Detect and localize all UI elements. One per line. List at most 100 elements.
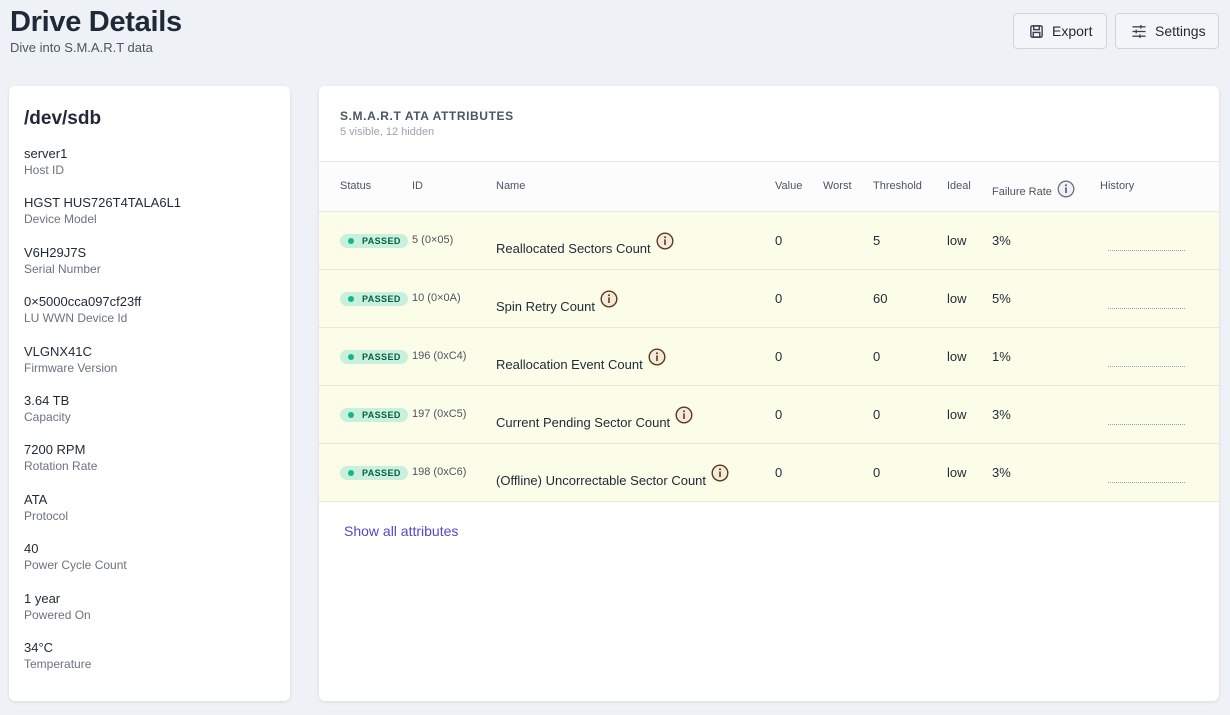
attribute-failure-rate: 3% bbox=[992, 465, 1011, 480]
settings-button-label: Settings bbox=[1155, 23, 1206, 39]
drive-field-value: 3.64 TB bbox=[24, 392, 70, 408]
drive-field-label: Power Cycle Count bbox=[24, 558, 127, 573]
drive-field-value: 0×5000cca097cf23ff bbox=[24, 294, 142, 310]
drive-field-label: LU WWN Device Id bbox=[24, 311, 128, 326]
attribute-value: 0 bbox=[775, 233, 783, 248]
drive-field: V6H29J7S Serial Number bbox=[24, 244, 275, 293]
drive-field-value: server1 bbox=[24, 146, 68, 161]
table-row[interactable]: PASSED 5 (0×05) Reallocated Sectors Count 0… bbox=[319, 212, 1219, 270]
drive-field: 3.64 TB Capacity bbox=[24, 392, 275, 441]
attribute-threshold: 5 bbox=[873, 233, 881, 248]
attribute-failure-rate: 5% bbox=[992, 291, 1011, 306]
drive-field: 7200 RPM Rotation Rate bbox=[24, 441, 275, 490]
drive-field-value: 40 bbox=[24, 541, 39, 557]
info-circle-icon[interactable] bbox=[648, 348, 666, 369]
page-subtitle: Dive into S.M.A.R.T data bbox=[10, 40, 153, 55]
drive-field: 40 Power Cycle Count bbox=[24, 540, 275, 589]
col-threshold[interactable]: Threshold bbox=[873, 180, 922, 192]
col-ideal[interactable]: Ideal bbox=[947, 180, 971, 192]
col-history[interactable]: History bbox=[1100, 180, 1135, 192]
col-value[interactable]: Value bbox=[775, 180, 803, 192]
drive-field-label: Temperature bbox=[24, 656, 92, 671]
col-status[interactable]: Status bbox=[340, 180, 372, 192]
show-all-attributes-link[interactable]: Show all attributes bbox=[344, 523, 459, 539]
attribute-id: 196 (0xC4) bbox=[412, 350, 467, 362]
table-row[interactable]: PASSED 198 (0xC6) (Offline) Uncorrectable … bbox=[319, 444, 1219, 502]
drive-field-label: Device Model bbox=[24, 212, 97, 227]
status-text: PASSED bbox=[362, 236, 401, 246]
attribute-name-cell: (Offline) Uncorrectable Sector Count bbox=[496, 464, 729, 491]
drive-field-label: Host ID bbox=[24, 163, 65, 177]
drive-field-label: Rotation Rate bbox=[24, 459, 98, 474]
attribute-name: Current Pending Sector Count bbox=[496, 415, 671, 430]
status-text: PASSED bbox=[362, 468, 401, 478]
attribute-name-cell: Reallocation Event Count bbox=[496, 348, 666, 375]
status-dot bbox=[348, 296, 354, 302]
status-badge: PASSED bbox=[340, 408, 408, 422]
status-dot bbox=[348, 238, 354, 244]
drive-field: HGST HUS726T4TALA6L1 Device Model bbox=[24, 194, 275, 243]
drive-field-value: VLGNX41C bbox=[24, 343, 92, 359]
info-circle-icon[interactable] bbox=[600, 290, 618, 311]
attribute-id: 198 (0xC6) bbox=[412, 466, 467, 478]
drive-fields: server1 Host ID HGST HUS726T4TALA6L1 Device… bbox=[24, 145, 275, 688]
attribute-failure-rate: 3% bbox=[992, 233, 1011, 248]
drive-info-card: /dev/sdb server1 Host ID HGST HUS726T4TALA… bbox=[9, 86, 290, 701]
attribute-name-cell: Reallocated Sectors Count bbox=[496, 232, 674, 259]
attribute-ideal: low bbox=[947, 349, 967, 364]
attribute-ideal: low bbox=[947, 407, 967, 422]
drive-field-value: 34°C bbox=[24, 639, 54, 655]
attributes-header: S.M.A.R.T ATA ATTRIBUTES 5 visible, 12 h… bbox=[319, 86, 1219, 162]
info-circle-icon[interactable] bbox=[1057, 180, 1075, 201]
drive-field-label: Serial Number bbox=[24, 261, 101, 276]
col-worst[interactable]: Worst bbox=[823, 180, 852, 192]
history-sparkline bbox=[1108, 366, 1185, 367]
settings-button[interactable]: Settings bbox=[1115, 13, 1219, 49]
attribute-id: 10 (0×0A) bbox=[412, 292, 461, 304]
smart-attributes-card: S.M.A.R.T ATA ATTRIBUTES 5 visible, 12 h… bbox=[319, 86, 1219, 701]
export-button[interactable]: Export bbox=[1013, 13, 1107, 49]
drive-field-label: Protocol bbox=[24, 508, 69, 523]
info-circle-icon[interactable] bbox=[711, 464, 729, 485]
table-row[interactable]: PASSED 197 (0xC5) Current Pending Sector C… bbox=[319, 386, 1219, 444]
table-row[interactable]: PASSED 10 (0×0A) Spin Retry Count 0 60 low 5% bbox=[319, 270, 1219, 328]
attribute-value: 0 bbox=[775, 291, 783, 306]
drive-field-value: 7200 RPM bbox=[24, 442, 86, 458]
col-id[interactable]: ID bbox=[412, 180, 423, 192]
status-dot bbox=[348, 470, 354, 476]
attribute-ideal: low bbox=[947, 291, 967, 306]
status-badge: PASSED bbox=[340, 234, 408, 248]
drive-field: server1 Host ID bbox=[24, 145, 275, 194]
table-row[interactable]: PASSED 196 (0xC4) Reallocation Event Count… bbox=[319, 328, 1219, 386]
history-sparkline bbox=[1108, 482, 1185, 483]
attribute-threshold: 60 bbox=[873, 291, 888, 306]
drive-field: 0×5000cca097cf23ff LU WWN Device Id bbox=[24, 293, 275, 342]
drive-name: /dev/sdb bbox=[24, 108, 102, 129]
drive-field-value: HGST HUS726T4TALA6L1 bbox=[24, 195, 182, 211]
info-circle-icon[interactable] bbox=[656, 232, 674, 253]
attribute-name: (Offline) Uncorrectable Sector Count bbox=[496, 473, 707, 488]
history-sparkline bbox=[1108, 308, 1185, 309]
attribute-failure-rate: 1% bbox=[992, 349, 1011, 364]
attribute-name: Reallocation Event Count bbox=[496, 357, 643, 372]
col-failure-rate[interactable]: Failure Rate bbox=[992, 186, 1052, 198]
drive-field-label: Powered On bbox=[24, 607, 91, 622]
attribute-ideal: low bbox=[947, 465, 967, 480]
attributes-subtitle: 5 visible, 12 hidden bbox=[340, 126, 435, 138]
status-text: PASSED bbox=[362, 352, 401, 362]
status-badge: PASSED bbox=[340, 292, 408, 306]
export-button-label: Export bbox=[1052, 23, 1093, 39]
col-name[interactable]: Name bbox=[496, 180, 526, 192]
status-text: PASSED bbox=[362, 410, 401, 420]
attribute-id: 197 (0xC5) bbox=[412, 408, 467, 420]
attribute-name-cell: Spin Retry Count bbox=[496, 290, 618, 317]
drive-field-label: Firmware Version bbox=[24, 360, 118, 375]
status-dot bbox=[348, 354, 354, 360]
attribute-value: 0 bbox=[775, 465, 783, 480]
attribute-id: 5 (0×05) bbox=[412, 234, 454, 246]
attribute-value: 0 bbox=[775, 349, 783, 364]
attribute-ideal: low bbox=[947, 233, 967, 248]
sliders-icon bbox=[1131, 24, 1147, 39]
info-circle-icon[interactable] bbox=[675, 406, 693, 427]
page-header: Drive Details Dive into S.M.A.R.T data bbox=[10, 5, 182, 55]
